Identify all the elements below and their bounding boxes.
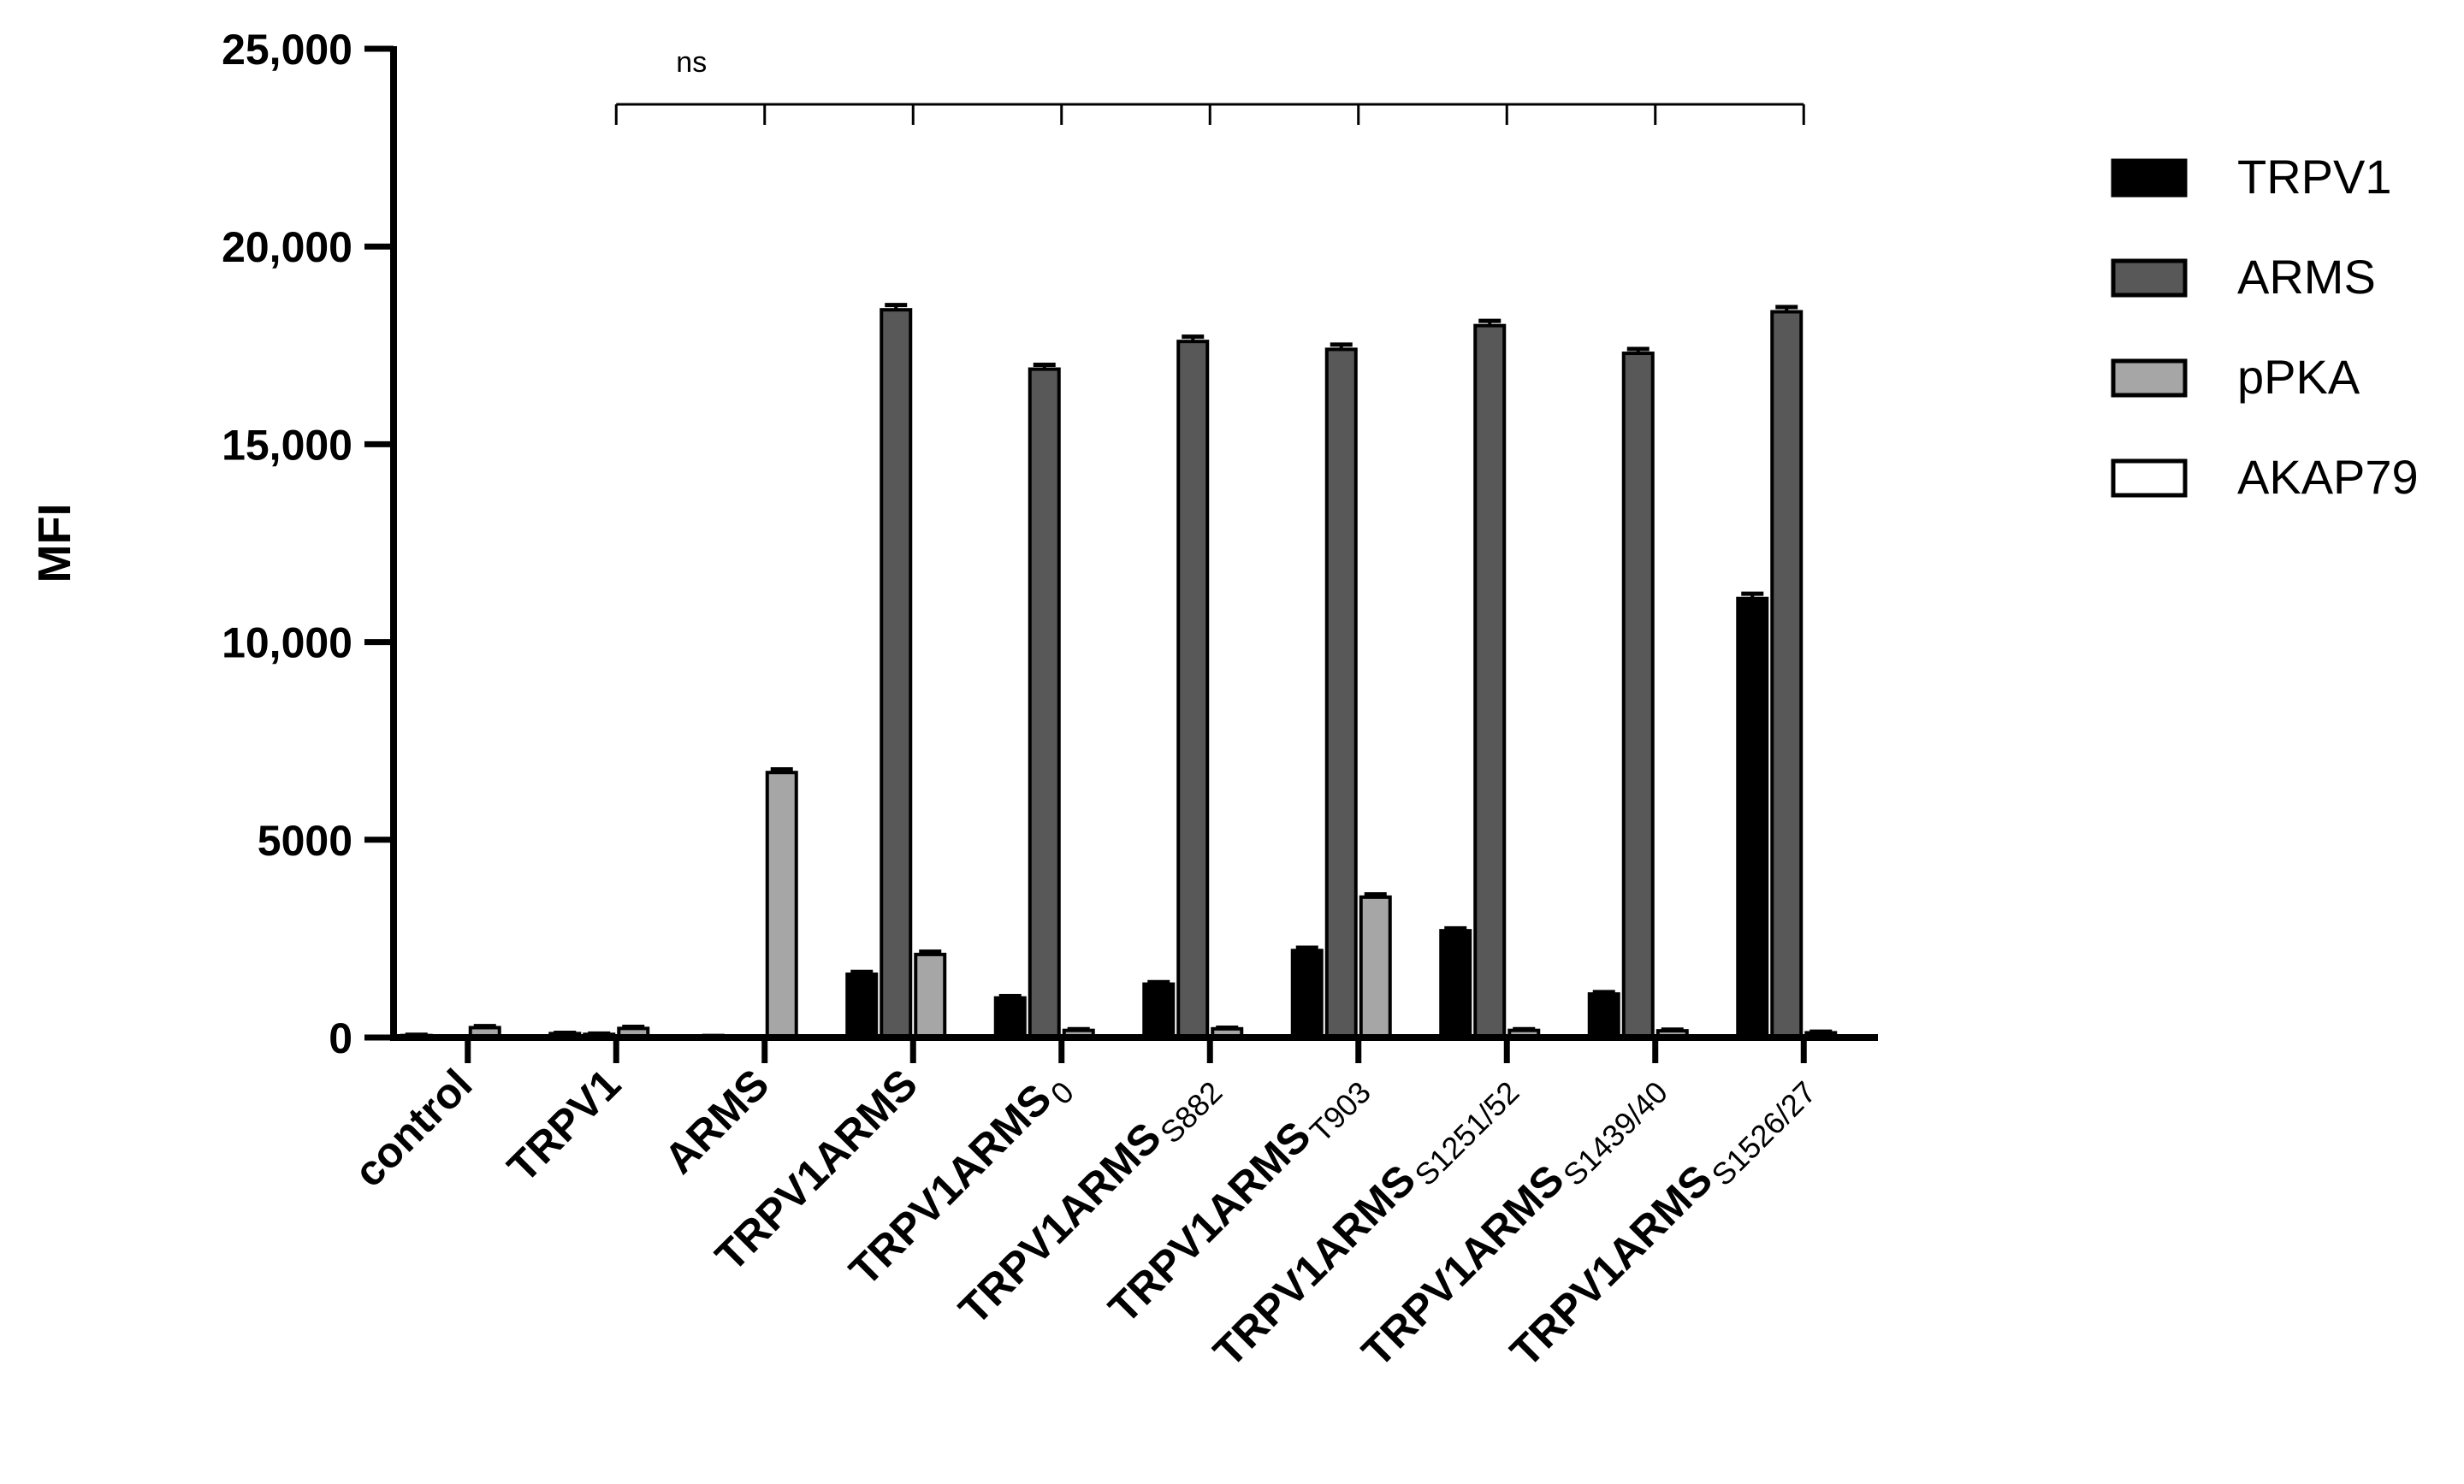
- bar-arms-8: [1621, 352, 1655, 1040]
- y-tick-label-5: 25,000: [222, 26, 352, 74]
- bar-trpv1-6: [1290, 949, 1324, 1039]
- legend-label-trpv1: TRPV1: [2237, 150, 2392, 204]
- legend-label-ppka: pPKA: [2237, 350, 2360, 404]
- bar-arms-5: [1176, 340, 1210, 1039]
- y-tick-label-1: 5000: [258, 817, 352, 865]
- bars-group: [400, 303, 1838, 1040]
- y-tick-label-0: 0: [329, 1014, 352, 1062]
- x-tick-label-0: control: [345, 1060, 481, 1196]
- y-tick-label-4: 20,000: [222, 223, 352, 271]
- legend-swatch-akap79: [2111, 458, 2188, 498]
- legend-label-akap79: AKAP79: [2237, 450, 2419, 504]
- bar-arms-7: [1473, 323, 1507, 1039]
- x-tick-label-1: TRPV1: [498, 1060, 630, 1191]
- bar-arms-6: [1324, 347, 1358, 1039]
- legend-swatch-trpv1: [2111, 158, 2188, 198]
- x-tick-label-5: TRPV1ARMSS882: [950, 1060, 1229, 1339]
- legend-swatch-ppka: [2111, 358, 2188, 398]
- y-axis-title: MFI: [29, 504, 80, 583]
- x-tick-label-2: ARMS: [655, 1060, 779, 1183]
- legend: TRPV1 ARMS pPKA AKAP79: [2111, 150, 2419, 504]
- bar-arms-9: [1770, 310, 1804, 1040]
- bar-trpv1-7: [1439, 929, 1472, 1039]
- y-tick-label-3: 15,000: [222, 421, 352, 469]
- legend-label-arms: ARMS: [2237, 250, 2376, 304]
- bar-trpv1-9: [1736, 596, 1769, 1039]
- bar-ppka-3: [914, 952, 947, 1039]
- bar-arms-4: [1028, 367, 1061, 1039]
- bar-trpv1-4: [993, 996, 1027, 1040]
- significance-annotation: ns: [614, 46, 1805, 125]
- bar-trpv1-5: [1142, 982, 1176, 1040]
- bar-trpv1-8: [1587, 992, 1620, 1039]
- bar-trpv1-3: [845, 973, 879, 1039]
- legend-swatch-arms: [2111, 258, 2188, 298]
- x-tick-label-6: TRPV1ARMST903: [1099, 1060, 1377, 1338]
- ns-label: ns: [676, 46, 707, 79]
- bar-arms-3: [880, 308, 913, 1039]
- bar-ppka-6: [1359, 895, 1392, 1040]
- y-tick-label-2: 10,000: [222, 619, 352, 667]
- bar-ppka-2: [765, 771, 798, 1040]
